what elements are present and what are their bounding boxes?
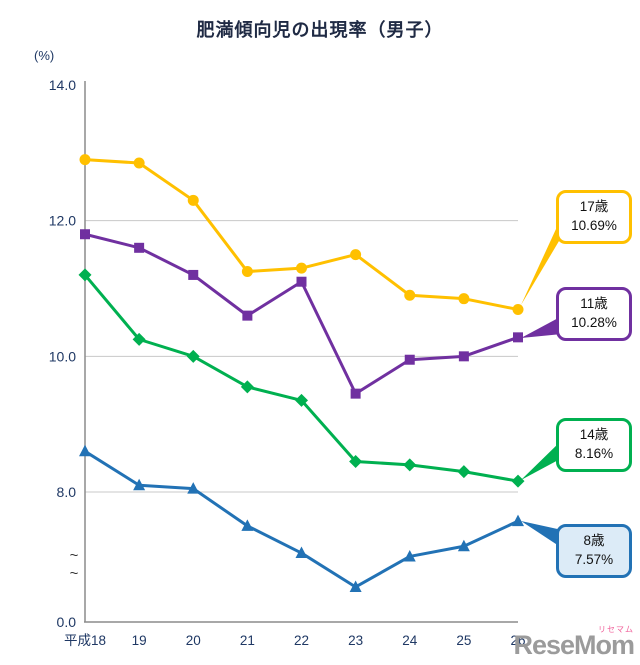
x-tick-label: 23 bbox=[348, 633, 363, 648]
marker-triangle bbox=[295, 546, 308, 559]
marker-triangle bbox=[133, 478, 146, 491]
marker-diamond bbox=[295, 393, 308, 407]
marker-circle bbox=[296, 262, 307, 274]
callout-age-label: 17歳 bbox=[579, 199, 609, 214]
callout-pointer bbox=[521, 216, 562, 305]
callout-pointer bbox=[521, 440, 562, 480]
marker-triangle bbox=[457, 539, 470, 552]
marker-circle bbox=[458, 293, 470, 305]
x-tick-label: 19 bbox=[132, 633, 147, 648]
callout-age-label: 11歳 bbox=[580, 296, 608, 311]
x-tick-label: 平成18 bbox=[64, 633, 106, 648]
x-tick-label: 26 bbox=[510, 633, 525, 648]
marker-diamond bbox=[132, 332, 146, 346]
marker-square bbox=[458, 351, 469, 362]
axis-break-mark: ~ bbox=[70, 547, 79, 564]
marker-circle bbox=[241, 266, 253, 278]
marker-diamond bbox=[240, 380, 254, 394]
marker-circle bbox=[79, 154, 91, 166]
marker-circle bbox=[133, 157, 145, 169]
callout-age-11: 11歳 10.28% bbox=[556, 287, 632, 341]
callout-value-label: 8.16% bbox=[574, 445, 614, 461]
x-tick-label: 25 bbox=[456, 633, 471, 648]
marker-circle bbox=[187, 194, 199, 206]
series-line bbox=[84, 158, 519, 311]
marker-triangle bbox=[241, 519, 254, 531]
marker-circle bbox=[512, 304, 524, 316]
y-origin-label: 0.0 bbox=[57, 614, 77, 630]
callout-age-8: 8歳 7.57% bbox=[556, 524, 632, 578]
resemom-logo: ReseMom リセマム bbox=[513, 626, 635, 660]
callout-value-label: 7.57% bbox=[574, 551, 614, 567]
callout-age-14: 14歳 8.16% bbox=[556, 418, 632, 472]
callout-age-label: 8歳 bbox=[583, 533, 605, 548]
axis-break-mark: ~ bbox=[70, 565, 79, 582]
x-tick-label: 21 bbox=[240, 633, 255, 648]
callout-value-label: 10.69% bbox=[571, 217, 617, 233]
marker-diamond bbox=[349, 454, 363, 468]
y-tick-label: 8.0 bbox=[57, 484, 77, 500]
marker-diamond bbox=[457, 465, 471, 479]
marker-triangle bbox=[79, 444, 91, 457]
x-tick-label: 20 bbox=[186, 633, 201, 648]
y-tick-label: 14.0 bbox=[49, 77, 76, 93]
series-line bbox=[84, 232, 519, 396]
marker-square bbox=[134, 242, 145, 253]
y-axis-unit-label: (%) bbox=[34, 48, 55, 63]
marker-circle bbox=[350, 249, 362, 261]
marker-diamond bbox=[186, 349, 200, 363]
marker-diamond bbox=[403, 458, 417, 472]
callout-age-label: 14歳 bbox=[579, 427, 609, 442]
marker-square bbox=[404, 354, 415, 365]
resemom-logo-text: ReseMom bbox=[513, 630, 635, 660]
chart-title: 肥満傾向児の出現率（男子） bbox=[196, 20, 444, 40]
series-line bbox=[83, 273, 519, 483]
marker-diamond bbox=[78, 268, 92, 282]
marker-square bbox=[80, 229, 90, 240]
marker-triangle bbox=[349, 580, 362, 592]
marker-square bbox=[188, 269, 199, 280]
marker-diamond bbox=[511, 474, 525, 488]
marker-triangle bbox=[187, 482, 200, 494]
x-tick-label: 22 bbox=[294, 633, 309, 648]
callout-value-label: 10.28% bbox=[571, 314, 617, 330]
marker-circle bbox=[404, 289, 416, 301]
marker-square bbox=[513, 332, 523, 343]
callout-pointer bbox=[521, 316, 562, 338]
marker-square bbox=[350, 388, 361, 399]
callout-age-17: 17歳 10.69% bbox=[556, 190, 632, 244]
x-tick-label: 24 bbox=[402, 633, 418, 648]
marker-square bbox=[242, 310, 253, 321]
y-tick-label: 10.0 bbox=[49, 348, 76, 364]
y-tick-label: 12.0 bbox=[49, 213, 76, 229]
marker-triangle bbox=[403, 549, 416, 562]
callout-pointer bbox=[521, 521, 562, 548]
resemom-logo-subtext: リセマム bbox=[598, 625, 634, 634]
marker-square bbox=[296, 276, 307, 287]
marker-triangle bbox=[512, 514, 524, 527]
